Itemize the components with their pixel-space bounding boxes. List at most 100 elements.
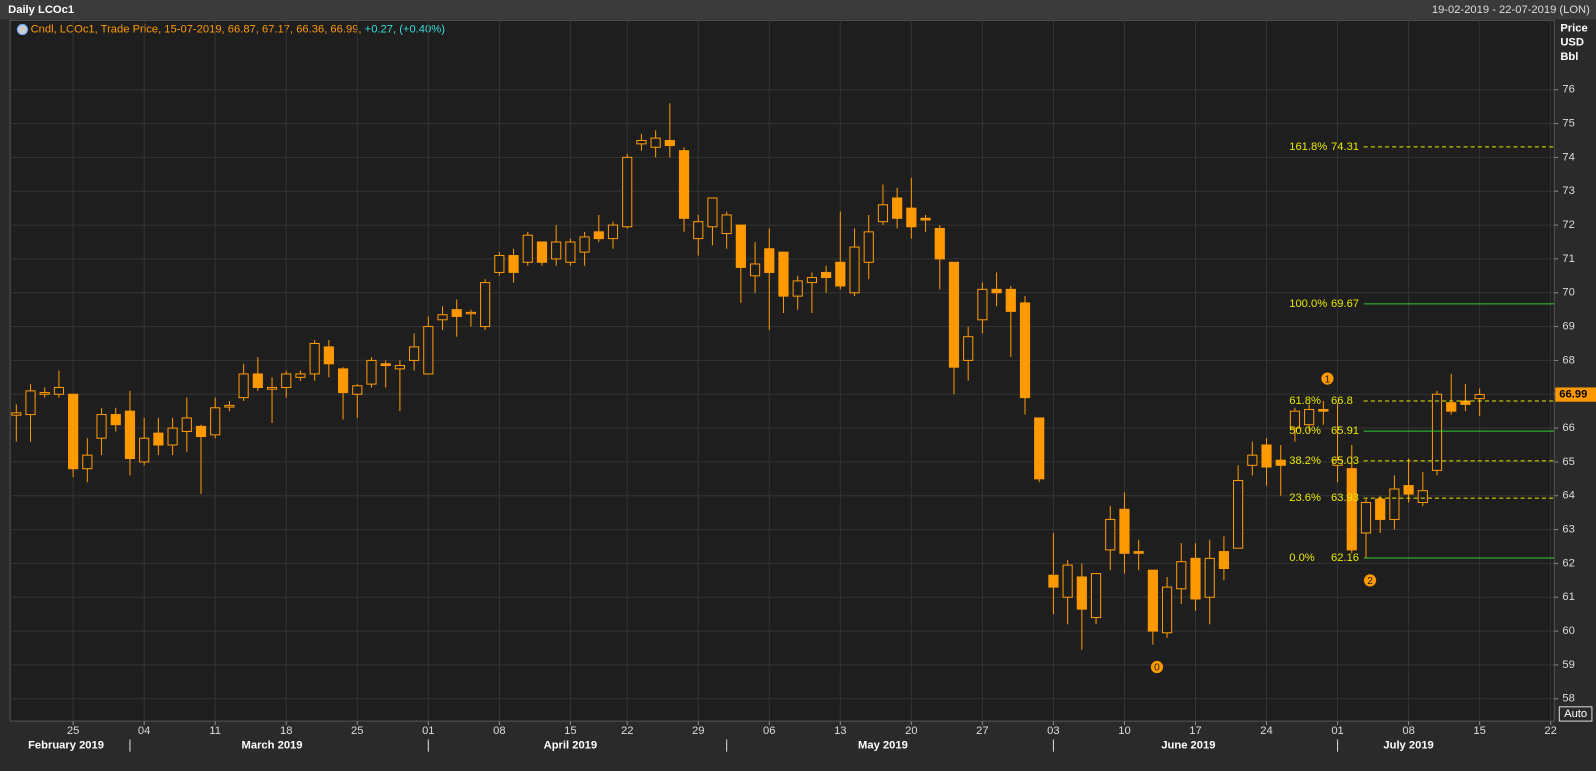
x-tick-label: 13 <box>834 725 846 737</box>
candle-body <box>1190 557 1201 600</box>
fib-value: 65.91 <box>1331 425 1359 437</box>
candle-body <box>394 364 405 370</box>
candle-body <box>1304 408 1315 426</box>
fib-point-label: 1 <box>1325 374 1331 385</box>
y-tick-label: 72 <box>1562 219 1574 231</box>
candle-body <box>906 207 917 228</box>
candle-body <box>409 346 420 361</box>
candle-body <box>1346 468 1357 551</box>
y-tick-label: 68 <box>1562 354 1574 366</box>
candle-body <box>1062 564 1073 598</box>
y-tick-label: 58 <box>1562 693 1574 705</box>
auto-label[interactable]: Auto <box>1564 708 1587 720</box>
candle-body <box>1417 490 1428 504</box>
candle-body <box>451 309 462 317</box>
candle-body <box>139 437 150 463</box>
candle-body <box>423 326 434 375</box>
fib-point <box>1363 574 1377 587</box>
candle-body <box>622 156 633 228</box>
fib-value: 74.31 <box>1331 141 1359 153</box>
candle-body <box>1318 408 1329 412</box>
candle-body <box>124 410 136 460</box>
auto-button[interactable] <box>1558 706 1593 722</box>
candle-body <box>153 432 164 446</box>
fib-value: 65.03 <box>1331 455 1359 467</box>
x-tick-label: 04 <box>138 725 150 737</box>
x-tick-label: 22 <box>1544 725 1556 737</box>
candle-body <box>749 263 761 277</box>
candle-body <box>963 336 974 361</box>
x-tick-label: 06 <box>763 725 775 737</box>
candle-body <box>195 425 207 438</box>
candle-body <box>579 236 590 253</box>
x-tick-label: 10 <box>1118 725 1130 737</box>
last-price: 66.99 <box>1559 389 1587 401</box>
y-tick-label: 70 <box>1562 287 1574 299</box>
candle-body <box>1289 410 1301 429</box>
x-tick-label: 22 <box>621 725 633 737</box>
candle-body <box>707 197 718 228</box>
candle-body <box>863 231 874 263</box>
candle-body <box>1034 417 1045 480</box>
fib-percent: 161.8% <box>1289 141 1327 153</box>
legend-text: Cndl, LCOc1, Trade Price, 15-07-2019, 66… <box>31 23 362 35</box>
candle-body <box>977 288 988 321</box>
candle-body <box>593 231 604 240</box>
y-tick-label: 73 <box>1562 185 1574 197</box>
y-tick-label: 65 <box>1562 456 1574 468</box>
candle-body <box>565 241 576 263</box>
candle-body <box>948 261 960 368</box>
candle-body <box>252 373 263 388</box>
candle-body <box>1431 393 1443 471</box>
y-tick-label: 66 <box>1562 422 1574 434</box>
candle-body <box>1090 573 1102 619</box>
fib-percent: 0.0% <box>1289 552 1315 564</box>
candle-body <box>1403 485 1414 495</box>
candle-body <box>650 137 661 148</box>
legend: Cndl, LCOc1, Trade Price, 15-07-2019, 66… <box>31 23 446 35</box>
candle-body <box>721 214 732 235</box>
candle-body <box>323 346 334 365</box>
candle-body <box>96 414 107 439</box>
candle-body <box>1375 498 1386 520</box>
fib-value: 62.16 <box>1331 552 1359 564</box>
month-label: February 2019 <box>28 739 104 751</box>
candle-body <box>11 412 22 416</box>
candle-body <box>1119 508 1130 554</box>
candle-body <box>1204 557 1215 598</box>
x-tick-label: 27 <box>976 725 988 737</box>
candle-body <box>181 417 192 432</box>
candle-body <box>778 251 789 297</box>
x-tick-label: 17 <box>1189 725 1201 737</box>
candle-body <box>735 224 746 268</box>
candle-body <box>1360 502 1372 534</box>
fib-point-label: 0 <box>1154 663 1160 674</box>
x-tick-label: 20 <box>905 725 917 737</box>
x-tick-label: 01 <box>422 725 434 737</box>
candle-body <box>1446 402 1457 412</box>
header-bar <box>0 0 1596 20</box>
y-axis-label: Price <box>1560 22 1587 34</box>
candle-body <box>337 368 349 394</box>
candle-body <box>238 373 249 399</box>
candle-body <box>636 139 647 145</box>
candle-body <box>934 227 945 260</box>
y-tick-label: 63 <box>1562 524 1574 536</box>
y-tick-label: 61 <box>1562 591 1574 603</box>
candle-body <box>1474 394 1485 400</box>
candle-body <box>210 407 221 436</box>
x-tick-label: 11 <box>209 725 221 737</box>
candle-body <box>792 280 803 297</box>
y-tick-label: 64 <box>1562 490 1574 502</box>
candle-body <box>607 224 619 240</box>
x-tick-label: 08 <box>1402 725 1414 737</box>
candle-body <box>1147 569 1158 632</box>
candle-body <box>551 241 562 260</box>
month-label: March 2019 <box>242 739 303 751</box>
y-tick-label: 69 <box>1562 321 1574 333</box>
x-tick-label: 08 <box>493 725 505 737</box>
fib-point-label: 2 <box>1367 576 1373 587</box>
candle-body <box>1332 459 1343 466</box>
candle-body <box>167 427 178 446</box>
